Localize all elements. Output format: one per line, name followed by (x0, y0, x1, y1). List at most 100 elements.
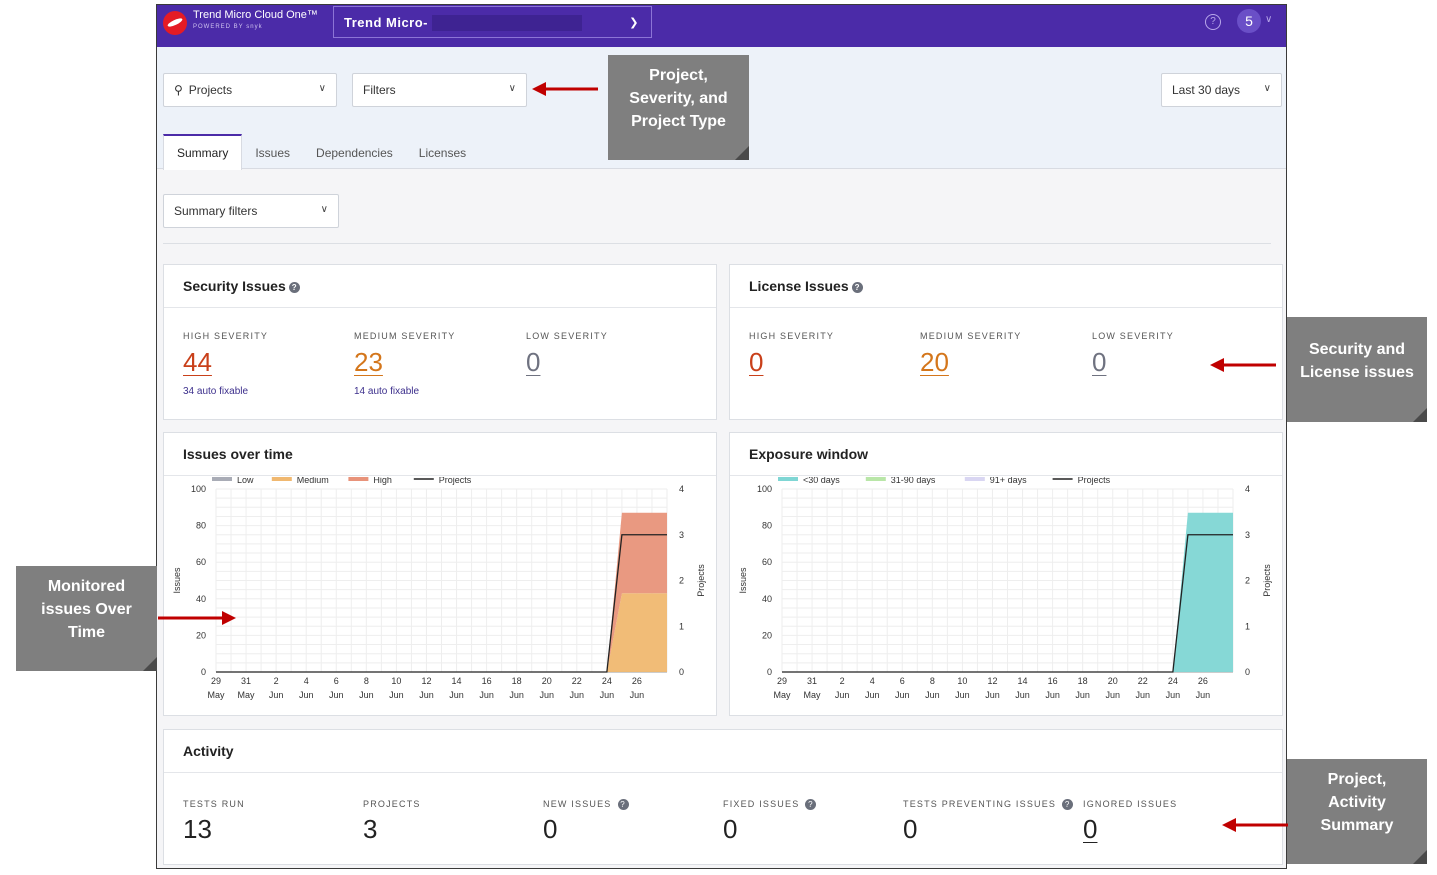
x-tick-label: Jun (835, 690, 850, 700)
chevron-down-icon[interactable]: ∨ (1265, 14, 1273, 25)
legend-label: 31-90 days (891, 477, 936, 485)
y2-tick-label: 1 (679, 621, 684, 631)
legend-swatch (271, 477, 292, 481)
y2-axis-title: Projects (1262, 564, 1272, 597)
chevron-down-icon: ∨ (1263, 83, 1271, 94)
area-medium (216, 593, 667, 672)
summary-filters-label: Summary filters (174, 204, 258, 218)
security-issues-title: Security Issues (183, 278, 286, 294)
avatar[interactable]: 5 (1237, 9, 1261, 33)
activity-value: 0 (903, 814, 918, 844)
date-range-select[interactable]: Last 30 days ∨ (1161, 73, 1282, 107)
x-tick-label: 4 (870, 676, 875, 686)
x-tick-label: May (207, 690, 225, 700)
medium-severity-label: MEDIUM SEVERITY (920, 331, 1022, 341)
x-tick-label: 31 (807, 676, 817, 686)
arrow-right-icon (158, 611, 236, 625)
help-icon[interactable]: ? (1062, 799, 1074, 811)
y2-tick-label: 4 (1245, 484, 1250, 494)
help-icon[interactable]: ? (617, 799, 629, 811)
security-high-count[interactable]: 44 (183, 347, 212, 377)
annotation-line: Project, (649, 67, 708, 84)
y-tick-label: 40 (196, 594, 206, 604)
help-icon[interactable]: ? (1205, 14, 1221, 30)
projects-line (216, 534, 667, 673)
tab-dependencies[interactable]: Dependencies (316, 146, 393, 160)
area-high (216, 512, 667, 672)
legend-label: <30 days (803, 477, 840, 485)
annotation-line: Project, (1327, 771, 1387, 788)
x-tick-label: 20 (1108, 676, 1118, 686)
y-tick-label: 80 (196, 521, 206, 531)
top-bar: Trend Micro Cloud One™ POWERED BY snyk T… (157, 5, 1286, 47)
x-tick-label: 18 (1078, 676, 1088, 686)
org-selector[interactable]: Trend Micro- ❯ (333, 6, 652, 38)
y2-tick-label: 3 (1245, 530, 1250, 540)
x-tick-label: Jun (895, 690, 910, 700)
y-tick-label: 60 (196, 557, 206, 567)
summary-filters-select[interactable]: Summary filters ∨ (163, 194, 339, 228)
help-icon[interactable]: ? (288, 281, 300, 293)
area--30-days (782, 512, 1233, 672)
x-tick-label: Jun (449, 690, 464, 700)
low-severity-label: LOW SEVERITY (1092, 331, 1174, 341)
x-tick-label: 22 (572, 676, 582, 686)
activity-label: TESTS PREVENTING ISSUES? (903, 799, 1074, 811)
y-tick-label: 100 (191, 484, 206, 494)
x-tick-label: Jun (1196, 690, 1211, 700)
x-tick-label: May (773, 690, 791, 700)
license-issues-card: License Issues? HIGH SEVERITY 0 MEDIUM S… (729, 264, 1283, 420)
search-icon: ⚲ (174, 83, 183, 97)
arrow-left-icon (532, 82, 598, 96)
activity-label: TESTS RUN (183, 799, 245, 809)
low-severity-label: LOW SEVERITY (526, 331, 608, 341)
legend-label: Medium (297, 477, 329, 485)
x-tick-label: 12 (421, 676, 431, 686)
activity-label: PROJECTS (363, 799, 421, 809)
annotation-line: Severity, and (629, 90, 728, 107)
projects-select[interactable]: ⚲ Projects ∨ (163, 73, 337, 107)
trend-micro-logo-icon[interactable] (163, 11, 187, 35)
y-tick-label: 0 (201, 667, 206, 677)
license-medium-count[interactable]: 20 (920, 347, 949, 377)
chevron-down-icon: ∨ (320, 204, 328, 215)
activity-label: IGNORED ISSUES (1083, 799, 1178, 809)
activity-card: Activity TESTS RUN 13 PROJECTS 3 NEW ISSUES?… (163, 729, 1283, 865)
activity-label: FIXED ISSUES? (723, 799, 817, 811)
x-tick-label: 14 (1018, 676, 1028, 686)
license-high-count[interactable]: 0 (749, 347, 764, 377)
help-icon[interactable]: ? (851, 281, 863, 293)
x-tick-label: 20 (542, 676, 552, 686)
y2-tick-label: 0 (1245, 667, 1250, 677)
x-tick-label: Jun (1045, 690, 1060, 700)
filters-select[interactable]: Filters ∨ (352, 73, 527, 107)
card-title: Activity (164, 730, 1282, 773)
tab-summary[interactable]: Summary (163, 134, 243, 170)
x-tick-label: 26 (1198, 676, 1208, 686)
annotation-line: Time (67, 624, 106, 641)
tab-licenses[interactable]: Licenses (418, 146, 467, 160)
security-low-count[interactable]: 0 (526, 347, 541, 377)
x-tick-label: 12 (987, 676, 997, 686)
tab-bar: Summary Issues Dependencies Licenses (163, 134, 479, 170)
security-medium-count[interactable]: 23 (354, 347, 383, 377)
legend-label: Projects (1078, 477, 1111, 485)
x-tick-label: Jun (630, 690, 645, 700)
x-tick-label: May (804, 690, 822, 700)
x-tick-label: Jun (329, 690, 344, 700)
brand: Trend Micro Cloud One™ POWERED BY snyk (193, 9, 318, 33)
security-high-auto-fixable[interactable]: 34 auto fixable (183, 386, 249, 397)
tab-issues[interactable]: Issues (255, 146, 291, 160)
license-low-count[interactable]: 0 (1092, 347, 1107, 377)
card-title: License Issues? (730, 265, 1282, 308)
security-medium-auto-fixable[interactable]: 14 auto fixable (354, 386, 420, 397)
chevron-down-icon: ∨ (318, 83, 326, 94)
license-issues-title: License Issues (749, 278, 849, 294)
annotation-line: License issues (1300, 364, 1414, 381)
activity-value[interactable]: 0 (1083, 814, 1098, 844)
x-tick-label: Jun (539, 690, 554, 700)
help-icon[interactable]: ? (805, 799, 817, 811)
annotation-line: Summary (1320, 817, 1394, 834)
